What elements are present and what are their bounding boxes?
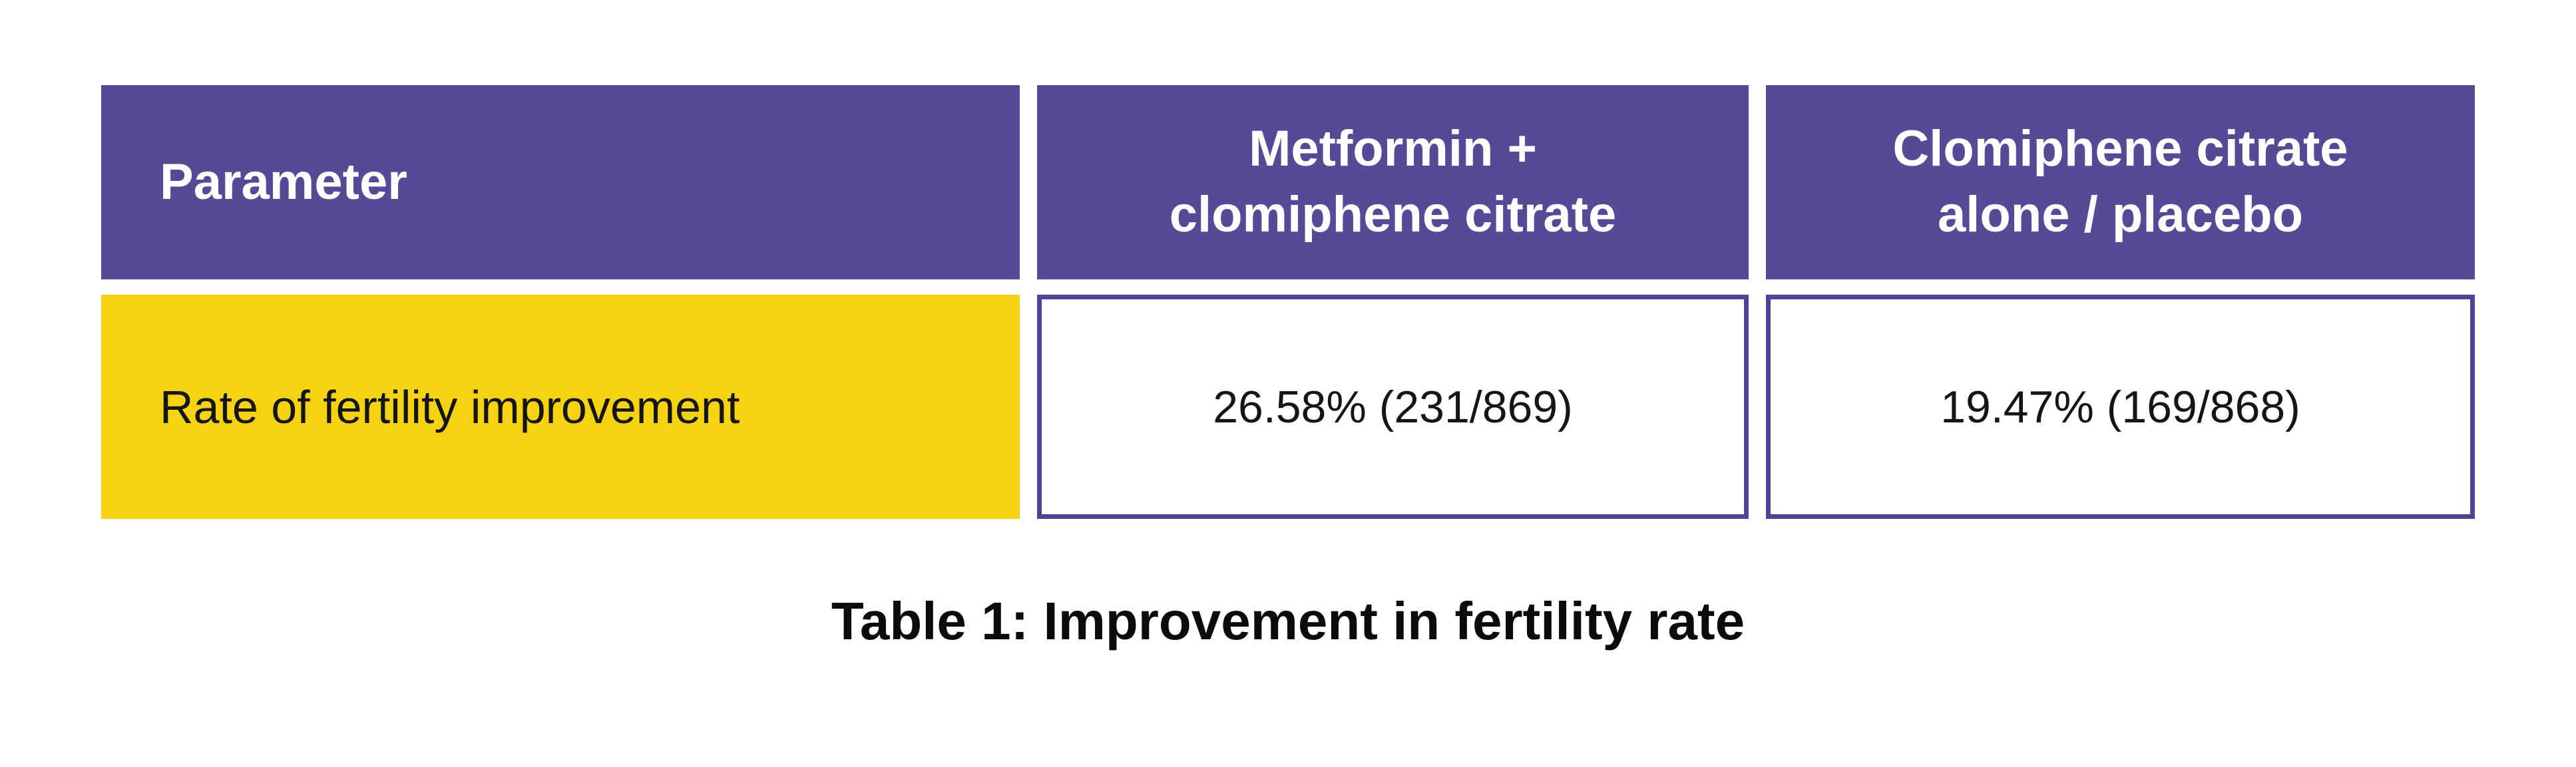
- header-cell-clomiphene-alone: Clomiphene citrate alone / placebo: [1766, 85, 2475, 279]
- table-caption: Table 1: Improvement in fertility rate: [831, 591, 1745, 651]
- header-cell-metformin-clomiphene: Metformin + clomiphene citrate: [1037, 85, 1749, 279]
- fertility-table: Parameter Metformin + clomiphene citrate…: [101, 85, 2475, 519]
- value-clomiphene-alone: 19.47% (169/868): [1940, 381, 2300, 432]
- value-cell-clomiphene-alone: 19.47% (169/868): [1766, 295, 2475, 519]
- header-parameter-label: Parameter: [160, 153, 407, 210]
- header-clomiphene-line2: alone / placebo: [1937, 186, 2304, 243]
- row-label-cell: Rate of fertility improvement: [101, 295, 1020, 519]
- header-metformin-line2: clomiphene citrate: [1169, 186, 1617, 243]
- row-label-text: Rate of fertility improvement: [160, 381, 740, 433]
- value-cell-metformin-clomiphene: 26.58% (231/869): [1037, 295, 1749, 519]
- header-clomiphene-line1: Clomiphene citrate: [1892, 120, 2348, 178]
- header-metformin-line1: Metformin +: [1249, 120, 1537, 178]
- value-metformin-clomiphene: 26.58% (231/869): [1213, 381, 1573, 432]
- header-cell-parameter: Parameter: [101, 85, 1020, 279]
